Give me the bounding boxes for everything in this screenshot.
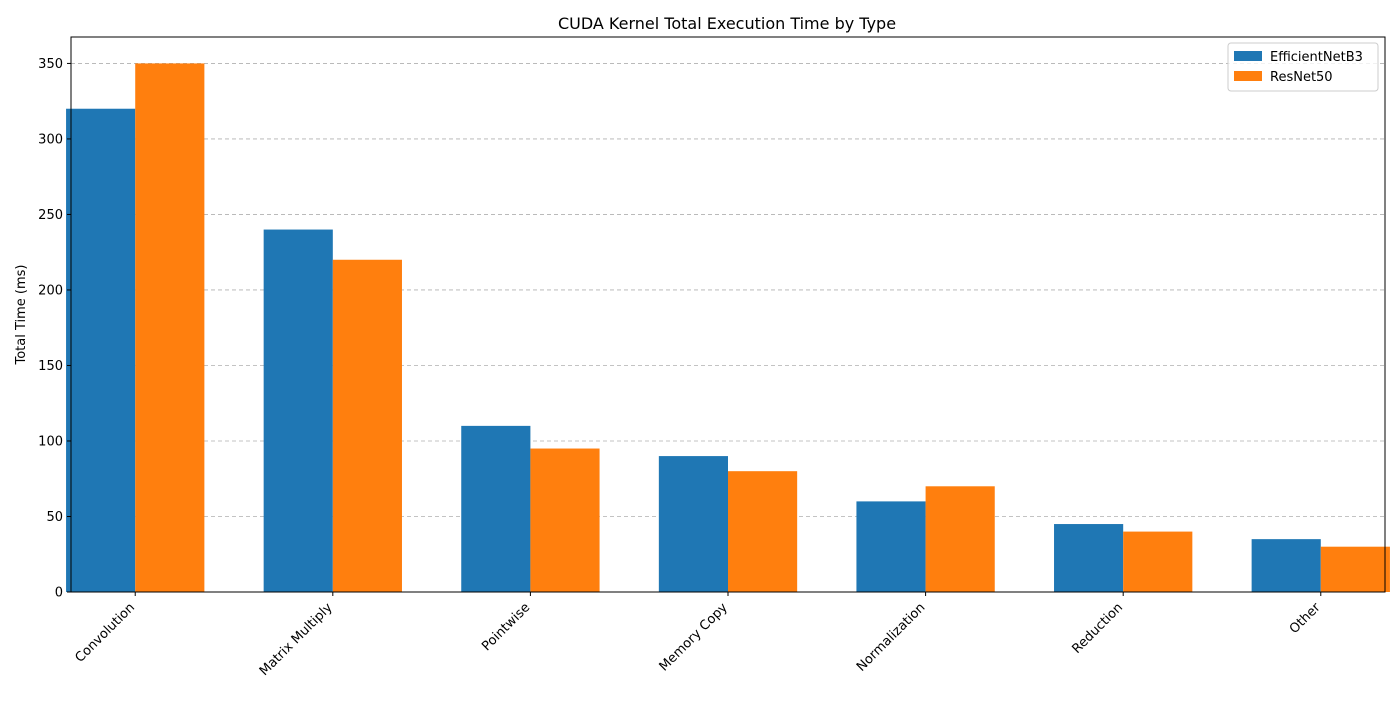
legend-label: EfficientNetB3 — [1270, 50, 1363, 65]
y-axis-label: Total Time (ms) — [14, 264, 29, 365]
x-tick-label: Other — [1287, 600, 1324, 637]
bar-resnet50-memory-copy — [728, 471, 798, 592]
bar-resnet50-reduction — [1123, 531, 1193, 592]
bar-resnet50-convolution — [135, 63, 205, 592]
y-tick-label: 100 — [38, 434, 63, 449]
x-tick-label: Matrix Multiply — [257, 600, 336, 679]
bar-efficientnetb3-pointwise — [461, 425, 531, 592]
bar-resnet50-matrix-multiply — [332, 259, 402, 592]
x-tick-label: Convolution — [73, 600, 139, 666]
y-tick-label: 200 — [38, 283, 63, 298]
y-tick-label: 0 — [55, 586, 63, 601]
legend: EfficientNetB3 ResNet50 — [1227, 42, 1379, 92]
y-tick-label: 50 — [46, 510, 63, 525]
bar-efficientnetb3-other — [1251, 539, 1321, 592]
bar-efficientnetb3-memory-copy — [658, 456, 728, 592]
x-tick-label: Pointwise — [479, 600, 533, 654]
bars — [66, 63, 1390, 593]
y-tick-label: 300 — [38, 132, 63, 147]
bar-efficientnetb3-normalization — [856, 501, 926, 592]
legend-label: ResNet50 — [1270, 70, 1333, 85]
legend-box — [1227, 42, 1379, 92]
y-tick-label: 150 — [38, 359, 63, 374]
x-tick-label: Memory Copy — [657, 600, 731, 674]
bar-resnet50-other — [1320, 546, 1390, 592]
chart-title: CUDA Kernel Total Execution Time by Type — [558, 14, 896, 33]
legend-swatch — [1234, 51, 1262, 61]
x-tick-label: Normalization — [854, 600, 928, 674]
y-tick-label: 250 — [38, 208, 63, 223]
y-axis-ticks: 0 50 100 150 200 250 300 350 — [38, 57, 71, 601]
bar-efficientnetb3-matrix-multiply — [263, 229, 333, 592]
bar-resnet50-normalization — [925, 486, 995, 592]
bar-efficientnetb3-convolution — [66, 108, 136, 593]
x-axis-ticks: Convolution Matrix Multiply Pointwise Memor… — [73, 592, 1324, 679]
legend-swatch — [1234, 71, 1262, 81]
bar-efficientnetb3-reduction — [1054, 524, 1124, 592]
y-tick-label: 350 — [38, 57, 63, 72]
bar-resnet50-pointwise — [530, 448, 600, 592]
x-tick-label: Reduction — [1069, 600, 1126, 657]
